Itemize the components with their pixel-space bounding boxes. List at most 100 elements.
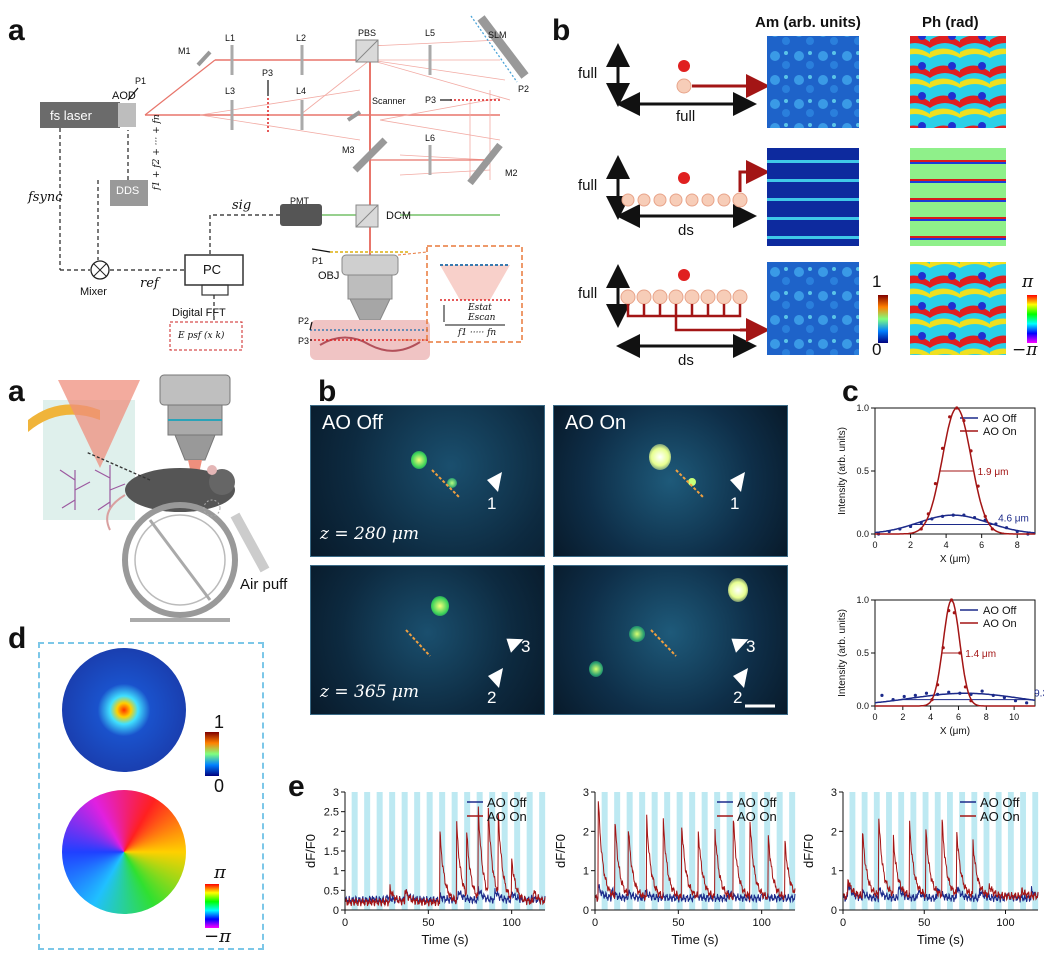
e-plot3-stimulus-band (898, 792, 905, 910)
e-plot1-ytick-label: 1 (333, 866, 339, 878)
c-bottom-point-ao-off (958, 691, 962, 695)
marker-2-off: 2 (487, 688, 497, 707)
e-plot2-ylabel: dF/F0 (553, 834, 568, 868)
e-plot1-ytick-label: 1.5 (324, 846, 339, 858)
c-bottom-point-ao-off (936, 692, 940, 696)
c-bottom-xtick-label: 10 (1009, 712, 1019, 722)
c-top-point-ao-on (990, 527, 994, 531)
c-bottom-point-ao-off (1025, 701, 1029, 705)
e-plot1-legend-label-ao-off: AO Off (487, 795, 527, 810)
e-plot2-xtick-label: 100 (752, 917, 770, 929)
e-plot2-stimulus-band (751, 792, 758, 910)
e-plot3-stimulus-band (947, 792, 953, 910)
pupil-ph-max: π (214, 862, 226, 883)
c-bottom-point-ao-off (969, 692, 973, 696)
e-plot1-xtick-label: 0 (342, 917, 348, 929)
c-bottom-legend-label-ao-on: AO On (983, 618, 1017, 630)
label-ao-on-top: AO On (565, 412, 627, 434)
e-plot2-stimulus-band (676, 792, 683, 910)
c-top-point-ao-on (926, 512, 930, 516)
e-plot3-xlabel: Time (s) (917, 932, 964, 947)
mirror-m2: M2 (505, 168, 518, 178)
e-plot1-stimulus-band (476, 792, 483, 910)
lens-l1: L1 (225, 33, 236, 43)
pupil-am-colorbar (205, 732, 219, 776)
lens-l3: L3 (225, 86, 236, 96)
e-plot2-xlabel: Time (s) (671, 932, 718, 947)
c-top-point-ao-on (976, 484, 980, 488)
am-map-row1 (767, 36, 859, 128)
c-top-point-ao-on (919, 527, 923, 531)
scanner-label: Scanner (372, 96, 406, 106)
c-top-xtick-label: 0 (872, 540, 877, 550)
e-plot1-xtick-label: 100 (502, 917, 520, 929)
f-range-label: f1 ····· fn (458, 328, 497, 338)
e-plot2-stimulus-band (739, 792, 746, 910)
e-plot3-stimulus-band (886, 792, 892, 910)
e-plot3-stimulus-band (983, 792, 990, 910)
laser-block (40, 102, 120, 128)
e-plot2-stimulus-band (764, 792, 771, 910)
e-plot1-stimulus-band (539, 792, 546, 910)
e-plot1-stimulus-band (376, 792, 383, 910)
c-bottom-point-ao-off (891, 698, 895, 702)
c-top-ytick-label: 0.5 (856, 466, 869, 476)
panel-label-c: c (842, 375, 859, 408)
c-bottom-fwhm-label-ao-off: 9.3 μm (1034, 689, 1044, 700)
e-plot1-ylabel: dF/F0 (303, 834, 318, 868)
c-bottom-fit-ao-on (875, 599, 1035, 707)
e-plot1-stimulus-band (451, 792, 458, 910)
am-cbar-max: 1 (872, 272, 882, 291)
row1-vertical-label: full (578, 65, 598, 82)
e-plot3-xtick-label: 50 (918, 917, 930, 929)
panel-label-b-top: b (552, 14, 571, 47)
image-ao-off-z365 (310, 565, 545, 715)
e-plot3-stimulus-band (959, 792, 966, 910)
c-bottom-point-ao-on (930, 698, 934, 702)
c-top-point-ao-on (962, 419, 966, 423)
e-plot2-legend-label-ao-on: AO On (737, 809, 777, 824)
plane-p1-top: P1 (135, 76, 147, 86)
c-top-ylabel: Intensity (arb. units) (837, 427, 848, 515)
c-top-xtick-label: 2 (908, 540, 913, 550)
e-plot3-stimulus-band (971, 792, 978, 910)
e-plot3-legend-label-ao-off: AO Off (980, 795, 1020, 810)
plane-p3-obj: P3 (298, 336, 310, 346)
lens-l5: L5 (425, 28, 436, 38)
c-bottom-point-ao-on (941, 646, 945, 650)
c-top-ytick-label: 1.0 (856, 403, 869, 413)
c-bottom-xtick-label: 4 (928, 712, 933, 722)
e-plot1-stimulus-band (514, 792, 521, 910)
c-top-xtick-label: 4 (944, 540, 949, 550)
c-bottom-point-ao-off (902, 694, 906, 699)
e-plot1-stimulus-band (426, 792, 433, 910)
e-plot2-stimulus-band (626, 792, 633, 910)
e-plot3-xtick-label: 100 (996, 917, 1014, 929)
e-plot3-xtick-label: 0 (840, 917, 846, 929)
am-colorbar (878, 295, 888, 343)
c-bottom-point-ao-off (913, 693, 917, 698)
c-bottom-point-ao-on (963, 685, 968, 689)
c-top-legend-label-ao-on: AO On (983, 426, 1017, 438)
c-top-point-ao-off (898, 527, 902, 531)
c-top-xtick-label: 8 (1015, 540, 1020, 550)
c-bottom-point-ao-on (947, 609, 951, 613)
e-plot2-stimulus-band (789, 792, 796, 910)
c-top-point-ao-on (933, 482, 938, 486)
c-top-fit-ao-on (875, 407, 1035, 535)
obj-label: OBJ (318, 270, 340, 282)
c-top-ytick-label: 0.0 (856, 529, 869, 539)
c-top-point-ao-off (940, 514, 945, 518)
e-plot3-stimulus-band (995, 792, 1002, 910)
c-bottom-ytick-label: 0.0 (856, 701, 869, 711)
c-top-fwhm-label-ao-on: 1.9 μm (978, 467, 1009, 478)
e-plot1-stimulus-band (526, 792, 533, 910)
panel-label-b-bottom: b (318, 375, 337, 408)
c-top-point-ao-on (969, 449, 973, 453)
am-cbar-min: 0 (872, 340, 882, 359)
e-plot2-xtick-label: 50 (672, 917, 684, 929)
e-plot3-stimulus-band (1020, 792, 1026, 910)
e-plot1-xlabel: Time (s) (421, 932, 468, 947)
plane-p2-slm: P2 (518, 84, 530, 94)
